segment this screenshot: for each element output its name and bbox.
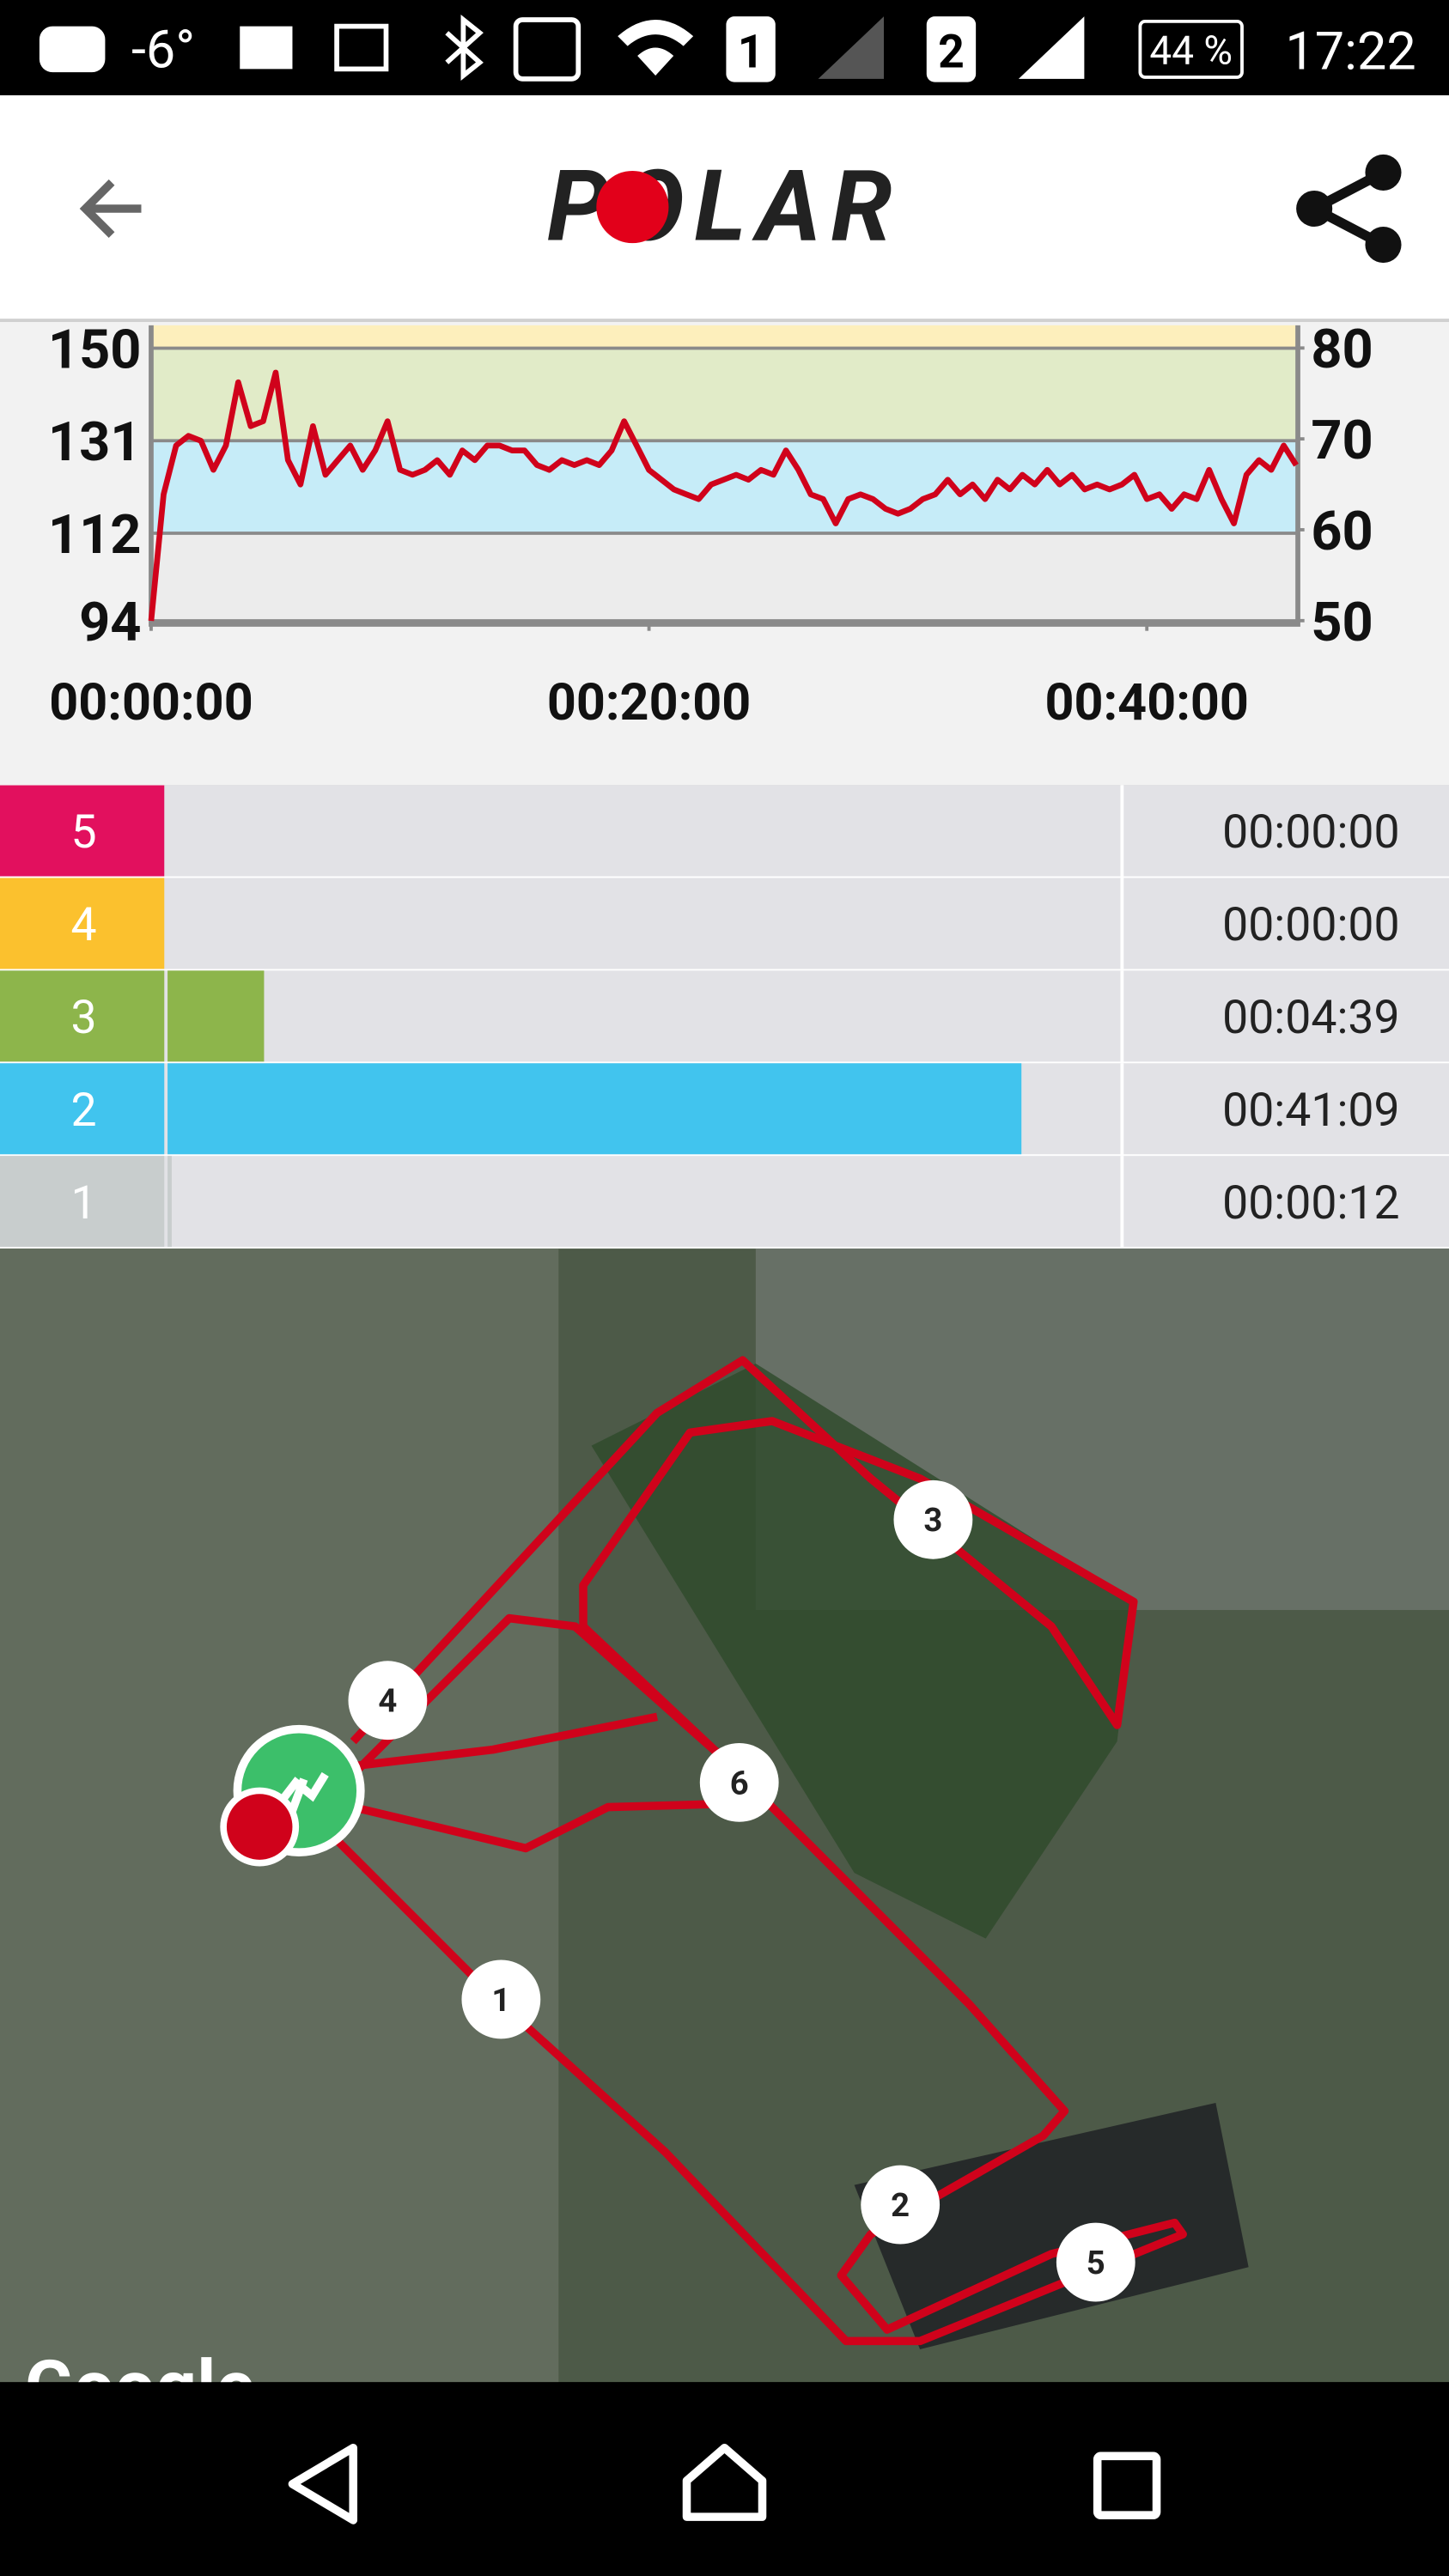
x-tick-label: 00:20:00 bbox=[547, 673, 752, 732]
route bbox=[292, 1356, 1187, 2346]
lap-marker bbox=[1056, 2222, 1135, 2302]
notify-icon bbox=[240, 26, 293, 70]
x-tick-label: 00:40:00 bbox=[1044, 673, 1249, 732]
y-tick-label: 131 bbox=[48, 410, 142, 474]
zone-label-cell bbox=[0, 878, 165, 969]
zone-bar bbox=[167, 970, 265, 1062]
zone-time: 00:04:39 bbox=[1222, 991, 1399, 1045]
y2-tick-label: 50 bbox=[1311, 591, 1373, 654]
sim2: 2 bbox=[938, 25, 965, 79]
lap-marker bbox=[461, 1959, 541, 2039]
lap-number: 5 bbox=[1087, 2245, 1105, 2282]
y-tick-label: 150 bbox=[48, 318, 142, 381]
sim1-box bbox=[726, 16, 776, 82]
nav-back[interactable] bbox=[288, 2443, 358, 2524]
y2-tick-label: 60 bbox=[1311, 500, 1373, 563]
x-tick-label: 00:00:00 bbox=[49, 673, 253, 732]
lap-number: 3 bbox=[923, 1502, 942, 1540]
nav-home[interactable] bbox=[682, 2443, 767, 2521]
battery-icon bbox=[1138, 19, 1244, 79]
lap-number: 1 bbox=[491, 1982, 510, 2020]
app-bar bbox=[0, 94, 1449, 321]
back-button[interactable] bbox=[79, 179, 142, 238]
zone-band bbox=[150, 325, 1299, 349]
zone-row bbox=[0, 1156, 1449, 1249]
nav-recents[interactable] bbox=[1093, 2451, 1161, 2519]
zone-number: 4 bbox=[70, 898, 96, 952]
y2-tick-label: 70 bbox=[1311, 409, 1373, 472]
nav-bar bbox=[0, 2382, 1449, 2576]
wifi-icon bbox=[618, 19, 694, 76]
lap-marker bbox=[348, 1661, 428, 1741]
plot-frame bbox=[149, 325, 1300, 627]
zone-bar bbox=[167, 1063, 1022, 1155]
y2-tick-label: 80 bbox=[1311, 318, 1373, 381]
zone-time: 00:00:00 bbox=[1222, 898, 1399, 952]
heart-rate-chart: 94 112 131 150 50 60 70 80 00:00:00 00:20:00 00:40… bbox=[48, 318, 1373, 732]
zone-time: 00:41:09 bbox=[1222, 1084, 1399, 1138]
zone-label-cell bbox=[0, 1063, 165, 1155]
lake-area bbox=[854, 2102, 1249, 2349]
end-marker bbox=[226, 1794, 293, 1860]
zone-band bbox=[150, 348, 1299, 441]
lap-markers: 1 2 3 4 5 6 bbox=[348, 1479, 1135, 2302]
signal2-icon bbox=[1018, 16, 1085, 79]
lap-number: 2 bbox=[891, 2187, 910, 2225]
lap-marker bbox=[699, 1742, 779, 1822]
zone-table: 5 00:00:00 4 00:00:00 3 00:04:39 2 00:41:09 1 00:… bbox=[0, 785, 1449, 1250]
share-dot bbox=[1365, 227, 1402, 264]
bluetooth-icon bbox=[445, 14, 484, 81]
zone-number: 3 bbox=[70, 991, 96, 1045]
sim1: 1 bbox=[738, 25, 764, 79]
lap-number: 6 bbox=[730, 1765, 749, 1802]
zone-number: 5 bbox=[70, 805, 96, 860]
y-tick-label: 94 bbox=[79, 591, 141, 654]
zone-label-cell bbox=[0, 785, 165, 877]
share-dot bbox=[1365, 154, 1402, 191]
zone-label-cell bbox=[0, 1156, 165, 1248]
lap-number: 4 bbox=[378, 1683, 397, 1721]
zone-number: 1 bbox=[70, 1176, 96, 1230]
zone-time: 00:00:00 bbox=[1222, 805, 1399, 860]
logo-dot bbox=[596, 170, 669, 244]
share-dot bbox=[1296, 190, 1333, 228]
share-button[interactable] bbox=[1296, 154, 1402, 264]
lap-marker bbox=[893, 1479, 973, 1559]
image-icon bbox=[334, 23, 389, 72]
zone-row bbox=[0, 878, 1449, 971]
zone-band bbox=[150, 532, 1299, 622]
zone-time: 00:00:12 bbox=[1222, 1176, 1399, 1230]
temperature: -6° bbox=[131, 18, 195, 80]
zone-label-cell bbox=[0, 970, 165, 1062]
sim2-box bbox=[926, 16, 977, 82]
nfc-icon bbox=[513, 17, 581, 82]
lap-marker bbox=[861, 2165, 941, 2245]
clock: 17:22 bbox=[1285, 20, 1416, 82]
zone-number: 2 bbox=[70, 1084, 96, 1138]
y-tick-label: 112 bbox=[48, 503, 142, 567]
heart-rate-line bbox=[148, 369, 1299, 622]
park-area bbox=[591, 1364, 1134, 1939]
battery-level: 44 % bbox=[1149, 28, 1233, 75]
message-icon bbox=[39, 26, 106, 73]
zone-row bbox=[0, 785, 1449, 878]
zone-bar bbox=[167, 1156, 172, 1248]
